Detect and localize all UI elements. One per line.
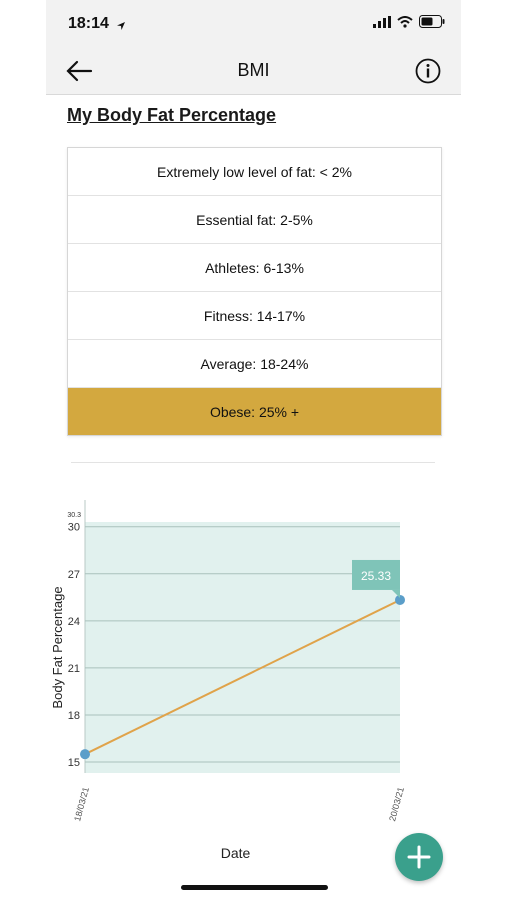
wifi-icon (397, 15, 413, 33)
status-time: 18:14 (68, 15, 109, 32)
range-item-average: Average: 18-24% (68, 340, 441, 388)
status-bar: 18:14 (46, 0, 461, 48)
series-line (84, 599, 401, 756)
battery-icon (419, 15, 445, 33)
tooltip-pointer (392, 589, 400, 598)
plot-area (85, 522, 400, 773)
plus-icon (407, 845, 431, 869)
y-tick-label: 27 (68, 569, 80, 581)
divider (71, 462, 435, 463)
y-tick-label: 30 (68, 522, 80, 534)
tooltip-value: 25.33 (361, 569, 391, 583)
nav-bar: BMI (46, 48, 461, 95)
data-point (395, 594, 405, 605)
data-point (80, 749, 90, 760)
y-tick-label: 15 (68, 757, 80, 769)
signal-icon (373, 15, 391, 33)
range-item-athletes: Athletes: 6-13% (68, 244, 441, 292)
range-item-fitness: Fitness: 14-17% (68, 292, 441, 340)
info-icon (415, 58, 441, 84)
range-item-essential: Essential fat: 2-5% (68, 196, 441, 244)
arrow-left-icon (66, 60, 93, 82)
y-tick-label: 24 (68, 616, 80, 628)
x-tick-label: 18/03/21 (72, 786, 91, 822)
phone-screen: 18:14 (46, 0, 461, 900)
add-button[interactable] (395, 833, 443, 881)
range-item-obese: Obese: 25% + (68, 388, 441, 435)
body-fat-range-list: Extremely low level of fat: < 2% Essenti… (67, 147, 442, 436)
x-tick-label: 20/03/21 (387, 786, 406, 822)
home-indicator (181, 885, 328, 890)
range-item-extremely-low: Extremely low level of fat: < 2% (68, 148, 441, 196)
location-arrow-icon (116, 18, 126, 36)
y-tick-label: 18 (68, 710, 80, 722)
value-tooltip (352, 559, 400, 590)
body-fat-chart: 15 18 21 24 27 30 30.3 Body Fat Percentage 18/03… (50, 500, 406, 861)
section-title: My Body Fat Percentage (67, 105, 277, 125)
info-button[interactable] (415, 58, 441, 84)
y-axis-max-label: 30.3 (67, 512, 81, 519)
x-axis-label: Date (221, 845, 251, 861)
back-button[interactable] (64, 58, 94, 84)
y-axis-label: Body Fat Percentage (50, 586, 65, 708)
y-tick-label: 21 (68, 663, 80, 675)
page-title: BMI (237, 60, 270, 80)
